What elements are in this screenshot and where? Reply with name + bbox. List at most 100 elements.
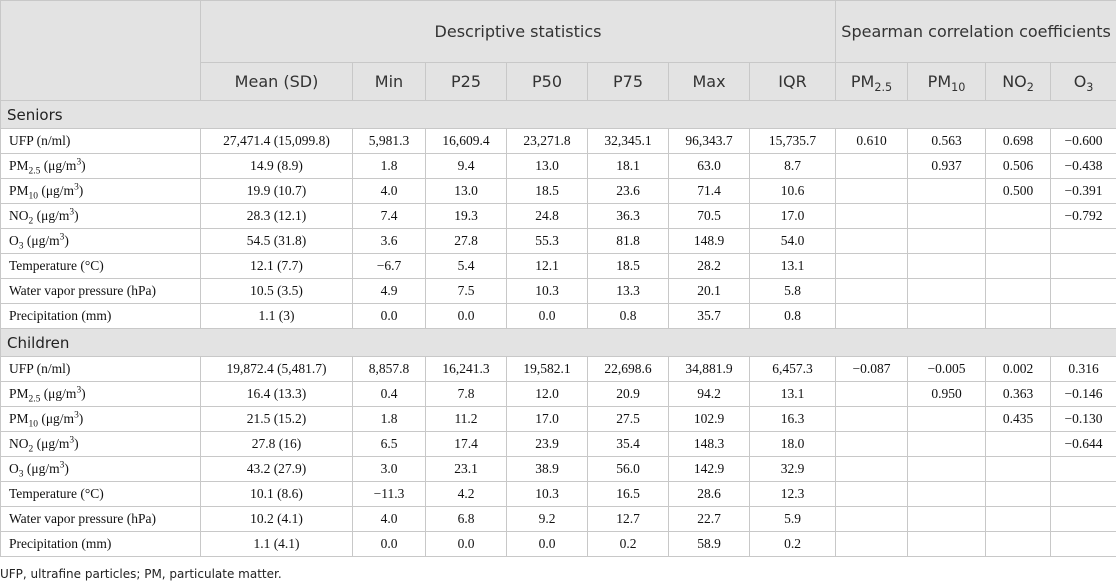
cell: 0.0 (425, 531, 507, 557)
cell: 19.3 (425, 203, 507, 229)
cell: 13.0 (506, 153, 588, 179)
column-header: PM10 (907, 62, 987, 101)
text-segment: (μg/m (33, 436, 70, 451)
group-header: Spearman correlation coefficients (835, 0, 1116, 63)
empty-cell (835, 178, 909, 204)
text-segment: 10 (28, 419, 38, 430)
text-segment: PM (9, 386, 29, 401)
cell: 9.2 (506, 506, 588, 532)
cell: 28.2 (668, 253, 750, 279)
cell: 7.5 (425, 278, 507, 304)
text-segment: 3 (74, 410, 79, 421)
cell: 19,872.4 (5,481.7) (200, 356, 353, 382)
text-segment: 3 (76, 385, 82, 396)
cell: 0.4 (352, 381, 426, 407)
column-header: IQR (748, 62, 837, 101)
data-row: UFP (n/ml) 27,471.4 (15,099.8) 5,981.3 16,6… (0, 128, 1116, 154)
text-segment: P25 (450, 72, 481, 91)
cell: 5.4 (425, 253, 507, 279)
text-segment: ) (64, 461, 69, 476)
cell: 27,471.4 (15,099.8) (200, 128, 353, 154)
cell: 0.0 (506, 531, 588, 557)
cell: 4.2 (425, 481, 507, 507)
section-title: Children (0, 328, 1116, 357)
column-header: Min (352, 62, 426, 101)
column-header: NO2 (985, 62, 1052, 101)
column-header-row: Mean (SD) Min P25 P50 P75 Max IQR PM2.5 PM10 NO2 O… (1, 62, 1116, 101)
empty-cell (835, 203, 909, 229)
cell: 142.9 (668, 456, 750, 482)
cell: 10.2 (4.1) (200, 506, 353, 532)
text-segment: 3 (18, 241, 24, 252)
data-row: PM2.5 (μg/m3) 16.4 (13.3) 0.4 7.8 12.0 20.9 94… (0, 381, 1116, 407)
cell: 4.0 (352, 178, 426, 204)
cell: 12.7 (587, 506, 669, 532)
column-header: P50 (506, 62, 588, 101)
cell: 24.8 (506, 203, 588, 229)
empty-cell (985, 303, 1052, 329)
empty-cell (907, 203, 987, 229)
empty-cell (985, 431, 1052, 457)
cell: 0.0 (506, 303, 588, 329)
column-header: P75 (587, 62, 669, 101)
cell: 23.6 (587, 178, 669, 204)
cell: 3.0 (352, 456, 426, 482)
cell: 20.9 (587, 381, 669, 407)
cell: 55.3 (506, 228, 588, 254)
text-segment: 3 (69, 207, 75, 218)
text-segment: ) (78, 183, 84, 198)
empty-cell (1050, 531, 1116, 557)
empty-cell (835, 228, 909, 254)
text-segment: Temperature (°C) (9, 486, 104, 501)
cell: 9.4 (425, 153, 507, 179)
cell: 58.9 (668, 531, 750, 557)
cell: 1.8 (352, 153, 426, 179)
empty-cell (907, 278, 987, 304)
cell: 8,857.8 (352, 356, 426, 382)
empty-cell (907, 481, 987, 507)
cell: 0.563 (907, 128, 987, 154)
empty-cell (835, 531, 909, 557)
cell: 43.2 (27.9) (200, 456, 353, 482)
data-table: Descriptive statistics Spearman correlat… (0, 0, 1116, 557)
text-segment: ) (64, 233, 69, 248)
text-segment: Max (692, 72, 726, 91)
row-label: O3 (μg/m3) (0, 228, 201, 254)
cell: 96,343.7 (668, 128, 750, 154)
cell: 0.950 (907, 381, 987, 407)
cell: 4.0 (352, 506, 426, 532)
empty-cell (835, 278, 909, 304)
row-label: PM10 (μg/m3) (0, 178, 201, 204)
column-header: P25 (425, 62, 507, 101)
row-label: UFP (n/ml) (0, 356, 201, 382)
text-segment: Precipitation (mm) (9, 308, 112, 323)
cell: 35.7 (668, 303, 750, 329)
cell: 17.4 (425, 431, 507, 457)
row-label: PM10 (μg/m3) (0, 406, 201, 432)
empty-cell (985, 228, 1052, 254)
cell: 0.363 (985, 381, 1052, 407)
cell: 12.3 (748, 481, 837, 507)
text-segment: 2 (1026, 81, 1034, 95)
text-segment: 3 (76, 157, 82, 168)
text-segment: 3 (69, 435, 75, 446)
cell: 13.1 (748, 381, 837, 407)
text-segment: 3 (18, 469, 24, 480)
text-segment: NO (9, 208, 29, 223)
empty-cell (835, 153, 909, 179)
table-body: Seniors UFP (n/ml) 27,471.4 (15,099.8) 5,98… (0, 100, 1116, 557)
text-segment: (μg/m (23, 461, 60, 476)
cell: 54.0 (748, 228, 837, 254)
text-segment: ) (78, 411, 84, 426)
cell: −11.3 (352, 481, 426, 507)
empty-cell (835, 431, 909, 457)
cell: 10.5 (3.5) (200, 278, 353, 304)
cell: 0.2 (748, 531, 837, 557)
text-segment: NO (9, 436, 29, 451)
cell: 10.3 (506, 481, 588, 507)
empty-cell (835, 506, 909, 532)
text-segment: PM (9, 183, 29, 198)
cell: 13.3 (587, 278, 669, 304)
cell: 10.1 (8.6) (200, 481, 353, 507)
text-segment: ) (81, 386, 86, 401)
